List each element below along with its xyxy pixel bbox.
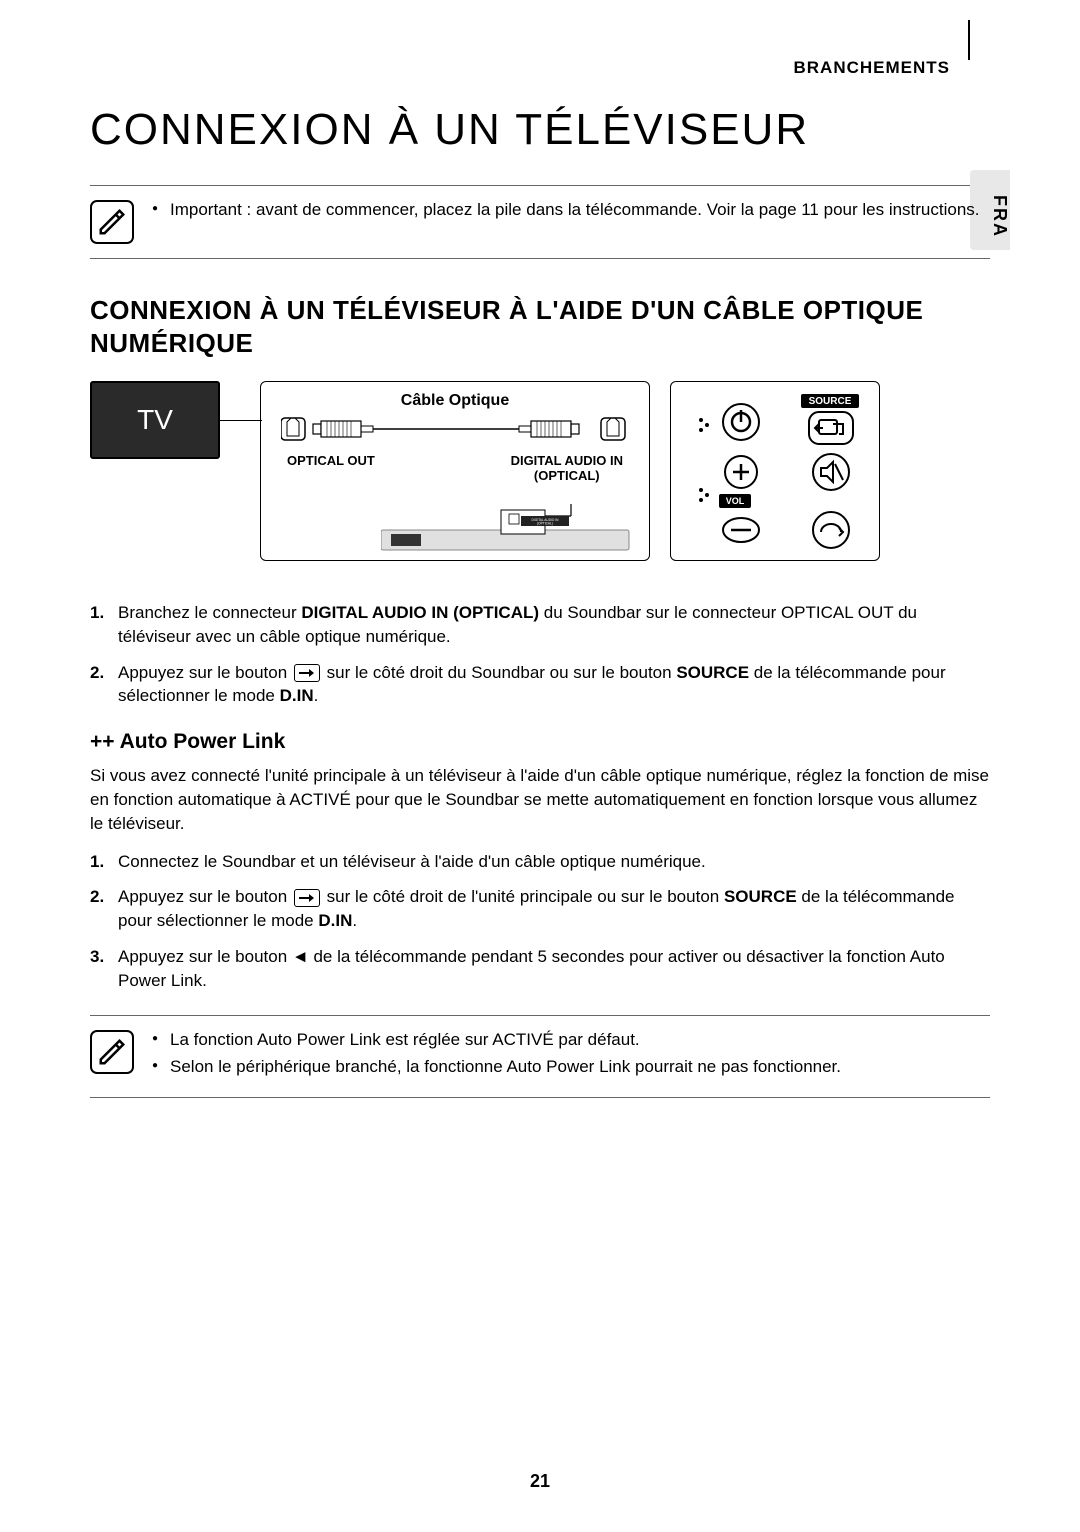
source-inline-icon xyxy=(294,889,320,907)
svg-text:VOL: VOL xyxy=(726,496,745,506)
autopowerlink-intro: Si vous avez connecté l'unité principale… xyxy=(90,764,990,835)
step-item: Connectez le Soundbar et un téléviseur à… xyxy=(90,850,990,874)
note-content: La fonction Auto Power Link est réglée s… xyxy=(152,1028,841,1084)
note-icon xyxy=(90,200,134,244)
svg-text:(OPTICAL): (OPTICAL) xyxy=(537,522,553,526)
note-block-2: La fonction Auto Power Link est réglée s… xyxy=(90,1015,990,1099)
connection-diagram: TV Câble Optique xyxy=(90,381,990,561)
note-item: Selon le périphérique branché, la foncti… xyxy=(152,1055,841,1079)
top-edge-divider xyxy=(968,20,970,60)
note-content: Important : avant de commencer, placez l… xyxy=(152,198,980,244)
autopowerlink-steps: Connectez le Soundbar et un téléviseur à… xyxy=(90,850,990,993)
page-title: CONNEXION À UN TÉLÉVISEUR xyxy=(90,105,990,155)
digital-audio-in-label: DIGITAL AUDIO IN (OPTICAL) xyxy=(511,454,623,484)
cable-diagram-box: Câble Optique xyxy=(260,381,650,561)
tv-box: TV xyxy=(90,381,220,459)
section-header: BRANCHEMENTS xyxy=(794,58,951,78)
step-item: Appuyez sur le bouton sur le côté droit … xyxy=(90,885,990,933)
remote-diagram-box: SOURCE VOL xyxy=(670,381,880,561)
note-block-1: Important : avant de commencer, placez l… xyxy=(90,185,990,259)
source-inline-icon xyxy=(294,664,320,682)
remote-svg: SOURCE VOL xyxy=(671,382,881,562)
optical-cable-svg xyxy=(281,410,631,450)
connector-line xyxy=(220,420,262,421)
svg-text:SOURCE: SOURCE xyxy=(809,396,852,407)
note-icon xyxy=(90,1030,134,1074)
cable-label: Câble Optique xyxy=(401,392,509,410)
step-item: Branchez le connecteur DIGITAL AUDIO IN … xyxy=(90,601,990,649)
section-heading: CONNEXION À UN TÉLÉVISEUR À L'AIDE D'UN … xyxy=(90,294,990,359)
step-item: Appuyez sur le bouton ◄ de la télécomman… xyxy=(90,945,990,993)
note-item: La fonction Auto Power Link est réglée s… xyxy=(152,1028,841,1052)
optical-out-label: OPTICAL OUT xyxy=(287,454,375,469)
soundbar-svg: DIGITAL AUDIO IN (OPTICAL) xyxy=(381,504,631,552)
note-item: Important : avant de commencer, placez l… xyxy=(152,198,980,222)
page-number: 21 xyxy=(530,1471,550,1492)
autopowerlink-heading: ++ Auto Power Link xyxy=(90,730,990,754)
step-item: Appuyez sur le bouton sur le côté droit … xyxy=(90,661,990,709)
connection-steps: Branchez le connecteur DIGITAL AUDIO IN … xyxy=(90,601,990,708)
